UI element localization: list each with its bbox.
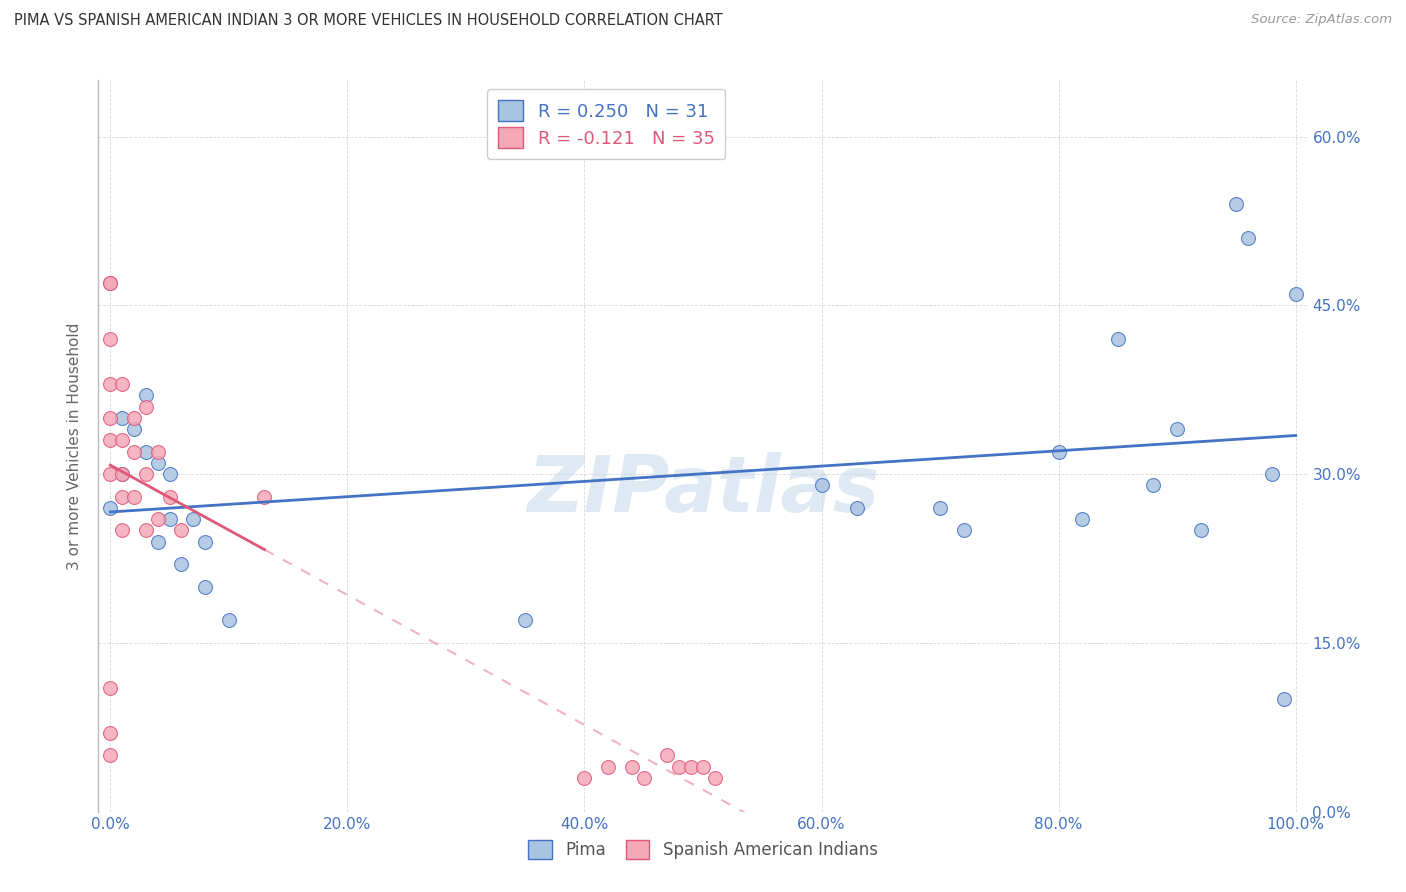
Point [146, 456, 169, 470]
Point [1237, 231, 1260, 245]
Point [170, 557, 193, 571]
Point [98, 276, 121, 290]
Point [1272, 692, 1295, 706]
Point [98, 276, 121, 290]
Text: PIMA VS SPANISH AMERICAN INDIAN 3 OR MORE VEHICLES IN HOUSEHOLD CORRELATION CHAR: PIMA VS SPANISH AMERICAN INDIAN 3 OR MOR… [14, 13, 723, 29]
Point [515, 614, 537, 628]
Point [98, 726, 121, 740]
Point [681, 760, 703, 774]
Point [98, 410, 121, 425]
Point [194, 580, 217, 594]
Point [929, 500, 952, 515]
Point [253, 490, 276, 504]
Point [952, 524, 974, 538]
Point [111, 434, 134, 448]
Point [146, 512, 169, 526]
Point [111, 410, 134, 425]
Point [122, 422, 145, 436]
Point [703, 771, 725, 785]
Point [135, 388, 157, 402]
Point [598, 760, 620, 774]
Point [135, 467, 157, 482]
Point [1261, 467, 1284, 482]
Point [1189, 524, 1212, 538]
Point [135, 524, 157, 538]
Point [98, 332, 121, 346]
Point [135, 400, 157, 414]
Point [574, 771, 596, 785]
Point [98, 681, 121, 695]
Point [668, 760, 690, 774]
Point [122, 490, 145, 504]
Point [1285, 287, 1308, 301]
Point [111, 490, 134, 504]
Point [111, 524, 134, 538]
Point [111, 467, 134, 482]
Point [1071, 512, 1094, 526]
Point [1166, 422, 1188, 436]
Point [122, 410, 145, 425]
Point [1047, 444, 1070, 458]
Point [98, 467, 121, 482]
Point [122, 444, 145, 458]
Point [111, 467, 134, 482]
Point [111, 377, 134, 392]
Legend: Pima, Spanish American Indians: Pima, Spanish American Indians [522, 833, 884, 865]
Point [1225, 197, 1247, 211]
Point [1142, 478, 1164, 492]
Point [146, 444, 169, 458]
Point [98, 434, 121, 448]
Point [633, 771, 655, 785]
Point [692, 760, 714, 774]
Point [1107, 332, 1129, 346]
Point [657, 748, 679, 763]
Point [159, 490, 181, 504]
Point [810, 478, 832, 492]
Text: ZIPatlas: ZIPatlas [527, 452, 879, 528]
Point [170, 524, 193, 538]
Point [846, 500, 869, 515]
Point [98, 500, 121, 515]
Point [146, 534, 169, 549]
Point [98, 377, 121, 392]
Text: Source: ZipAtlas.com: Source: ZipAtlas.com [1251, 13, 1392, 27]
Point [159, 467, 181, 482]
Y-axis label: 3 or more Vehicles in Household: 3 or more Vehicles in Household [67, 322, 83, 570]
Point [620, 760, 643, 774]
Point [159, 512, 181, 526]
Point [135, 444, 157, 458]
Point [181, 512, 204, 526]
Point [194, 534, 217, 549]
Point [98, 748, 121, 763]
Point [218, 614, 240, 628]
